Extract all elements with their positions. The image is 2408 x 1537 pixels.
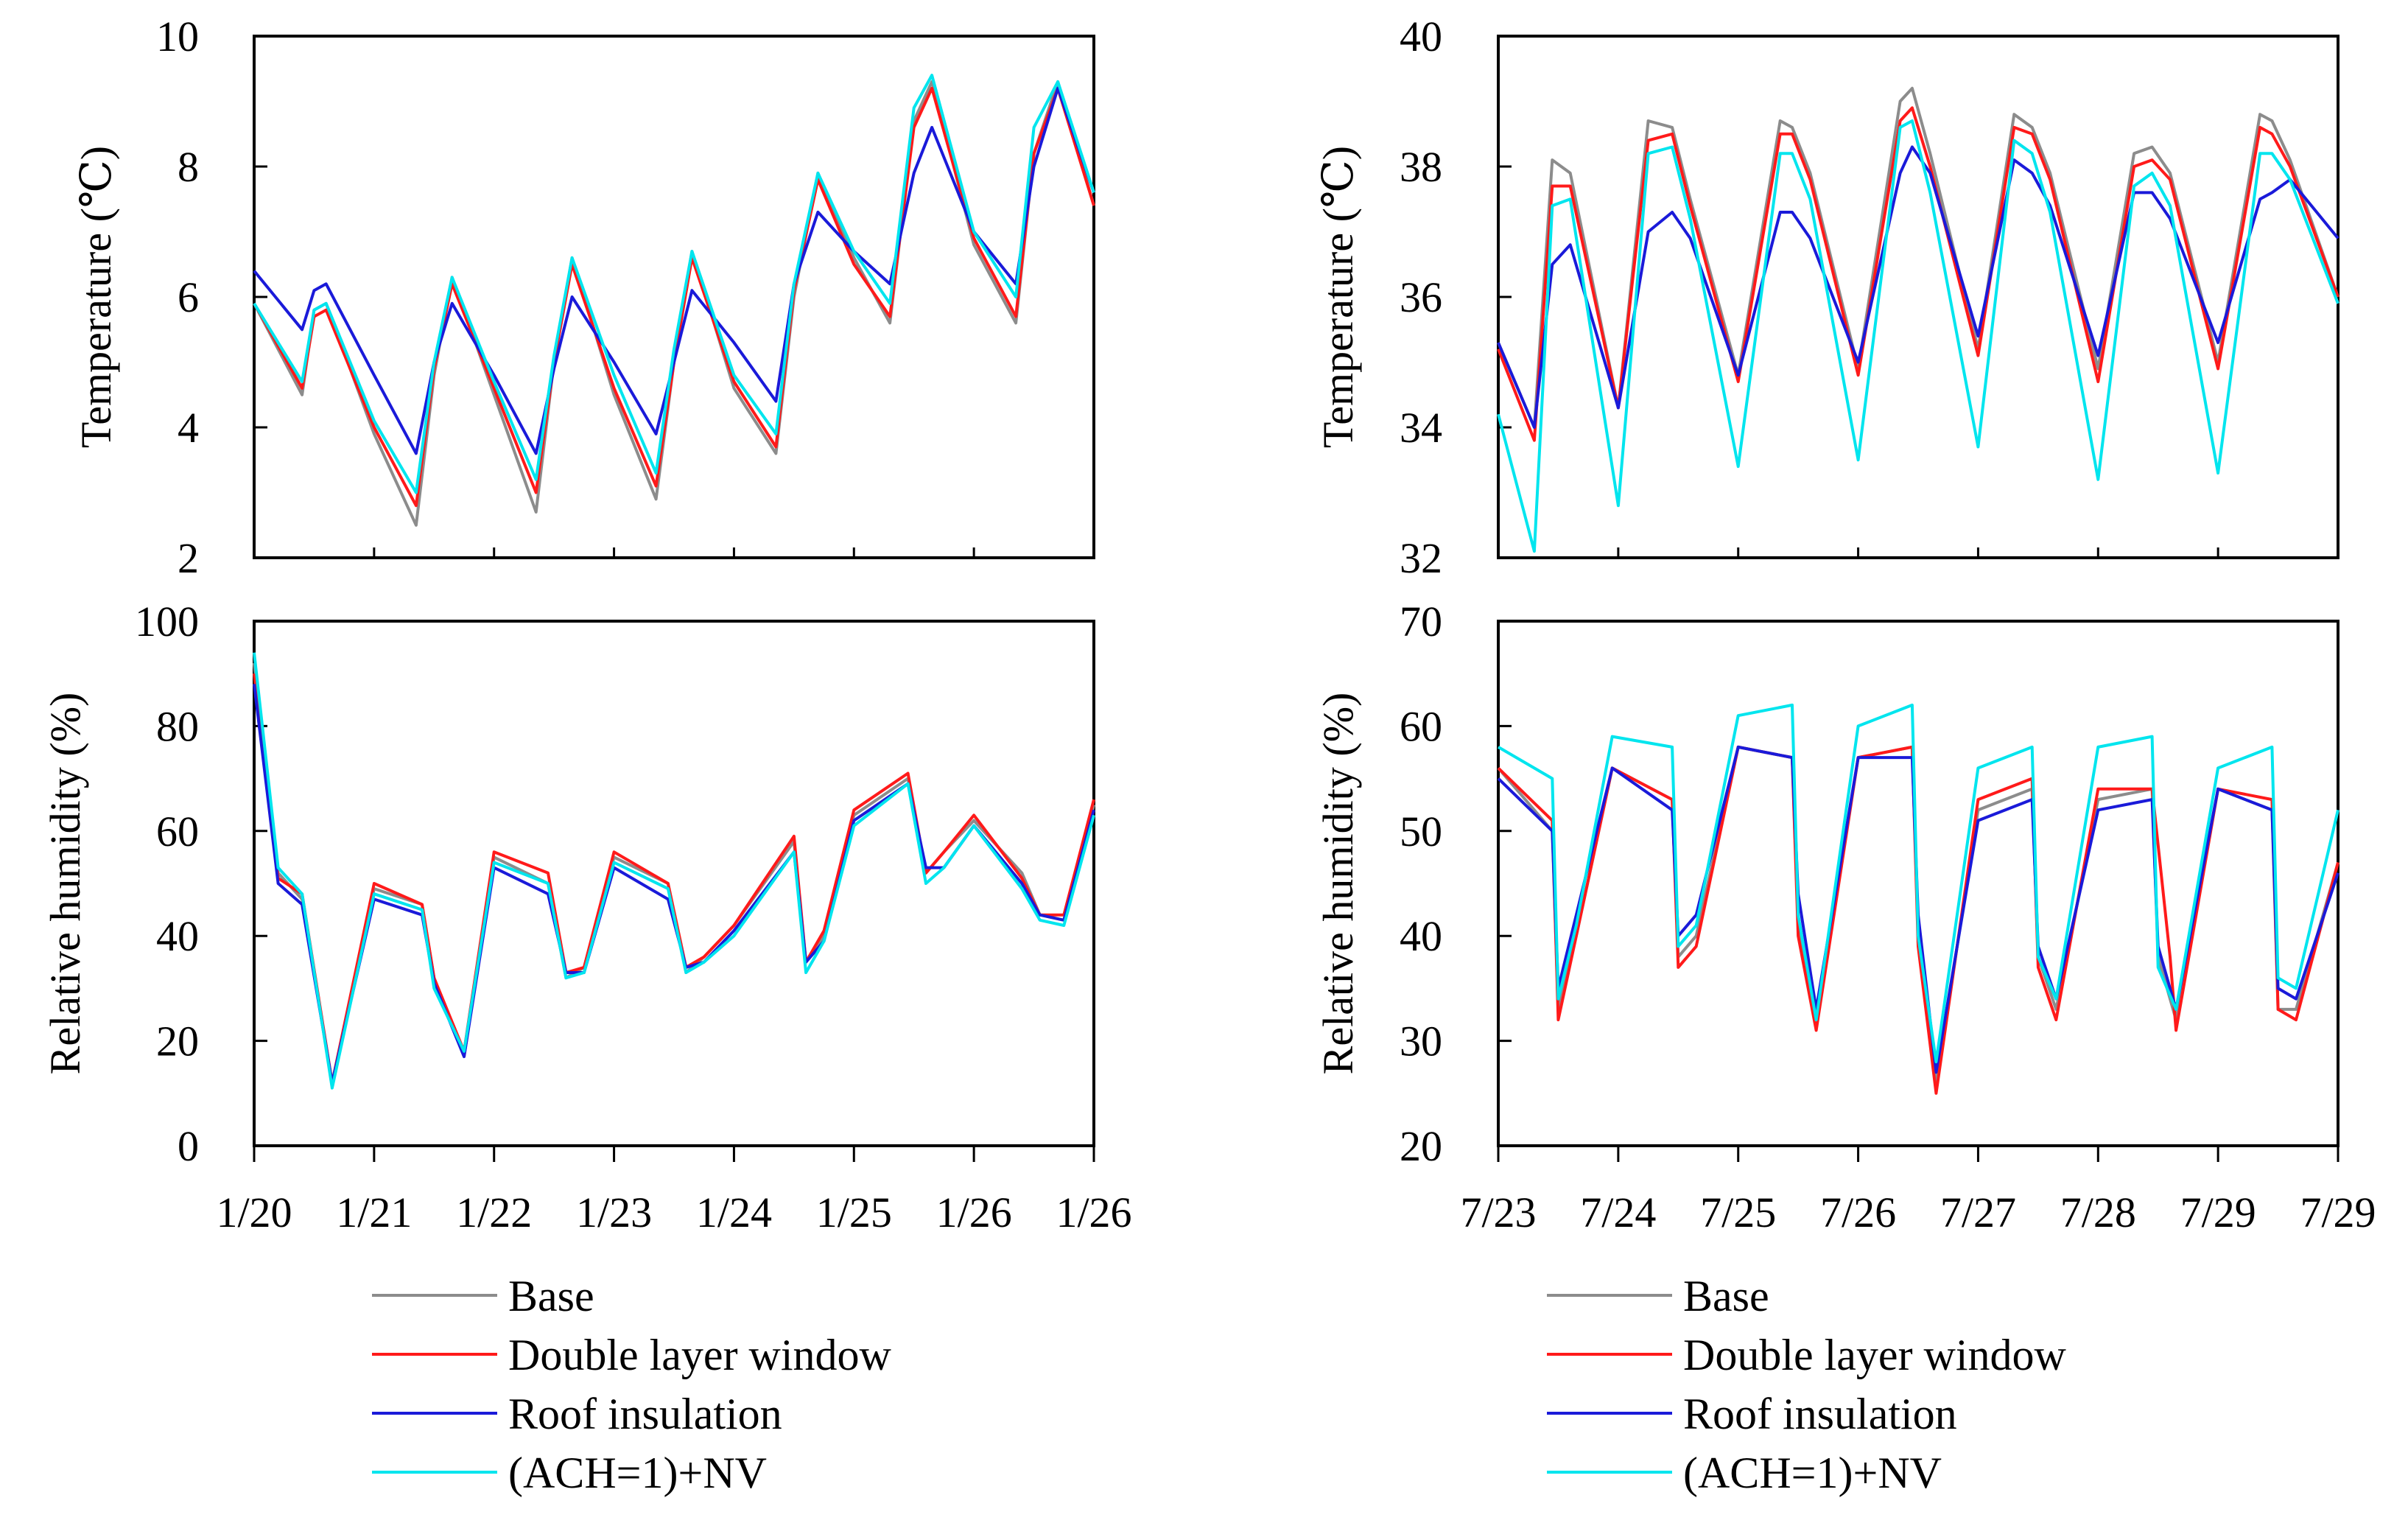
ytick-label: 4	[178, 404, 199, 452]
ytick-label: 8	[178, 143, 199, 191]
xtick-label: 1/25	[816, 1188, 892, 1236]
xtick-label: 7/24	[1580, 1188, 1656, 1236]
ytick-label: 2	[178, 534, 199, 582]
ytick-label: 38	[1400, 143, 1442, 191]
xtick-label: 7/23	[1460, 1188, 1536, 1236]
series-line-ach-1-nv	[1497, 119, 2339, 553]
ytick-label: 40	[156, 912, 199, 960]
legend-label-ach-nv: (ACH=1)+NV	[508, 1449, 767, 1497]
ytick-label: 34	[1400, 404, 1442, 452]
ytick-label: 60	[1400, 702, 1442, 750]
xtick-label: 7/25	[1700, 1188, 1776, 1236]
legend-label-double-window: Double layer window	[508, 1331, 892, 1379]
ytick-label: 50	[1400, 808, 1442, 855]
legend-label-base: Base	[1683, 1272, 1769, 1320]
series-line-double-layer-window	[1497, 106, 2339, 442]
series-line-roof-insulation	[1497, 145, 2339, 429]
ytick-label: 30	[1400, 1018, 1442, 1065]
series-line-base	[253, 662, 1095, 1085]
ylabel-summer-temperature: Temperature (℃)	[1314, 146, 1362, 448]
ytick-label: 6	[178, 273, 199, 321]
series-line-roof-insulation	[253, 86, 1095, 455]
xtick-label: 1/22	[456, 1188, 532, 1236]
xtick-label: 7/26	[1820, 1188, 1896, 1236]
xtick-label: 7/27	[1940, 1188, 2016, 1236]
plot-summer-temperature: 32 34 36 38 40	[1400, 13, 2339, 582]
panel-frame-summer-humidity	[1497, 620, 2339, 1147]
ytick-label: 10	[156, 13, 199, 60]
ytick-label: 0	[178, 1122, 199, 1170]
xtick-label: 1/21	[336, 1188, 412, 1236]
series-line-double-layer-window	[253, 673, 1095, 1085]
xtick-label: 1/26	[936, 1188, 1012, 1236]
ytick-label: 60	[156, 808, 199, 855]
series-line-ach-1-nv	[253, 74, 1095, 494]
xtick-label: 1/26	[1056, 1188, 1131, 1236]
xtick-label: 1/23	[576, 1188, 652, 1236]
series-line-roof-insulation	[253, 684, 1095, 1085]
series-line-ach-1-nv	[1497, 703, 2339, 1064]
xtick-label: 1/20	[216, 1188, 292, 1236]
legend-left: Base Double layer window Roof insulation…	[372, 1272, 892, 1497]
series-line-base	[253, 80, 1095, 527]
legend-label-base: Base	[508, 1272, 594, 1320]
ytick-label: 20	[1400, 1122, 1442, 1170]
legend-label-double-window: Double layer window	[1683, 1331, 2067, 1379]
plot-winter-humidity: 0 20 40 60 80 100 1/20 1/21 1/22 1/23 1/24 1/25 1/26…	[135, 598, 1132, 1236]
ytick-label: 40	[1400, 13, 1442, 60]
ytick-label: 32	[1400, 534, 1442, 582]
ytick-label: 20	[156, 1018, 199, 1065]
ylabel-summer-humidity: Relative humidity (%)	[1314, 693, 1362, 1075]
series-line-double-layer-window	[253, 86, 1095, 508]
xtick-label: 7/28	[2060, 1188, 2136, 1236]
ytick-label: 40	[1400, 912, 1442, 960]
ytick-label: 70	[1400, 598, 1442, 645]
ylabel-winter-temperature: Temperature (℃)	[72, 146, 120, 448]
legend-right: Base Double layer window Roof insulation…	[1547, 1272, 2067, 1497]
ytick-label: 100	[135, 598, 199, 645]
legend-label-roof-insulation: Roof insulation	[1683, 1390, 1957, 1438]
plot-winter-temperature: 2 4 6 8 10	[156, 13, 1095, 582]
legend-label-roof-insulation: Roof insulation	[508, 1390, 782, 1438]
ytick-label: 80	[156, 702, 199, 750]
xtick-label: 1/24	[696, 1188, 772, 1236]
ytick-label: 36	[1400, 273, 1442, 321]
plot-summer-humidity: 20 30 40 50 60 70 7/23 7/24 7/25 7/26 7/27 7/28 7/29…	[1400, 598, 2376, 1236]
panel-frame-winter-humidity	[253, 620, 1095, 1147]
xtick-label: 7/29	[2300, 1188, 2376, 1236]
series-line-ach-1-nv	[253, 652, 1095, 1090]
panel-frame-winter-temperature	[253, 35, 1095, 559]
xtick-label: 7/29	[2180, 1188, 2256, 1236]
ylabel-winter-humidity: Relative humidity (%)	[41, 693, 89, 1075]
legend-label-ach-nv: (ACH=1)+NV	[1683, 1449, 1942, 1497]
series-line-double-layer-window	[1497, 745, 2339, 1095]
